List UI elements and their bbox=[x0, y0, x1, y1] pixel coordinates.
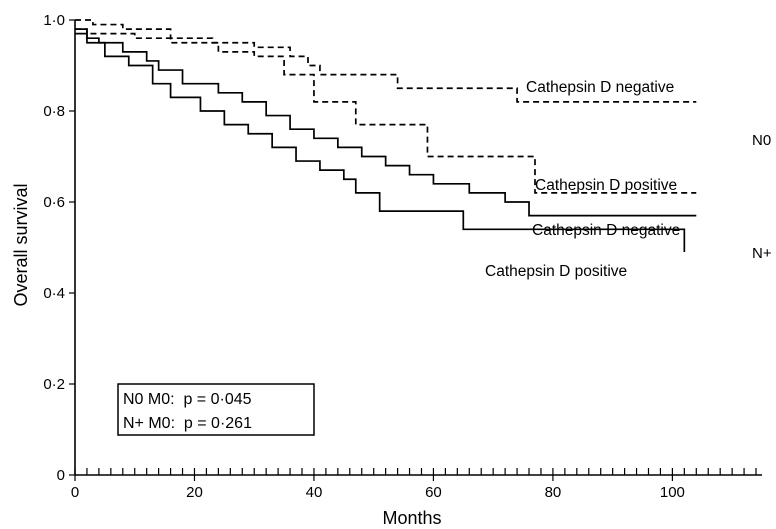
x-tick-label: 0 bbox=[71, 484, 79, 501]
y-tick-label: 0·6 bbox=[43, 194, 65, 211]
survival-curve-nplus-positive bbox=[75, 32, 686, 253]
survival-curves bbox=[75, 19, 697, 253]
survival-curve-n0-negative bbox=[75, 19, 697, 103]
x-tick-label: 100 bbox=[660, 484, 685, 501]
y-tick-label: 1·0 bbox=[43, 12, 65, 29]
y-tick-label: 0·2 bbox=[43, 376, 65, 393]
p-value-box: N0 M0: p = 0·045 N+ M0: p = 0·261 bbox=[117, 383, 315, 436]
axes: 0 20 40 60 80 100 0 0·2 0·4 0·6 0·8 1·0 bbox=[43, 12, 762, 501]
y-tick-label: 0·4 bbox=[43, 285, 65, 302]
y-tick-label: 0 bbox=[57, 467, 65, 484]
y-tick-label: 0·8 bbox=[43, 103, 65, 120]
x-major-ticks: 0 20 40 60 80 100 bbox=[71, 475, 685, 501]
p-value-n0: N0 M0: p = 0·045 bbox=[123, 391, 252, 408]
y-axis-title: Overall survival bbox=[11, 183, 31, 306]
group-label-nplus: N+ bbox=[752, 245, 772, 262]
p-value-box-frame bbox=[117, 383, 315, 436]
y-ticks: 0 0·2 0·4 0·6 0·8 1·0 bbox=[43, 12, 75, 484]
x-tick-label: 80 bbox=[545, 484, 562, 501]
curve-label: Cathepsin D positive bbox=[535, 177, 677, 194]
curve-label: Cathepsin D negative bbox=[532, 222, 680, 239]
x-minor-ticks bbox=[74, 468, 757, 475]
p-value-nplus: N+ M0: p = 0·261 bbox=[123, 415, 252, 432]
x-tick-label: 20 bbox=[186, 484, 203, 501]
x-tick-label: 60 bbox=[425, 484, 442, 501]
survival-curve-nplus-negative bbox=[75, 28, 697, 217]
curve-labels: Cathepsin D negative Cathepsin D positive… bbox=[485, 79, 680, 280]
survival-curve-n0-positive bbox=[75, 28, 697, 194]
x-axis-title: Months bbox=[382, 508, 441, 528]
curve-label: Cathepsin D negative bbox=[526, 79, 674, 96]
curve-label: Cathepsin D positive bbox=[485, 263, 627, 280]
group-label-n0: N0 bbox=[752, 132, 771, 149]
x-tick-label: 40 bbox=[306, 484, 323, 501]
